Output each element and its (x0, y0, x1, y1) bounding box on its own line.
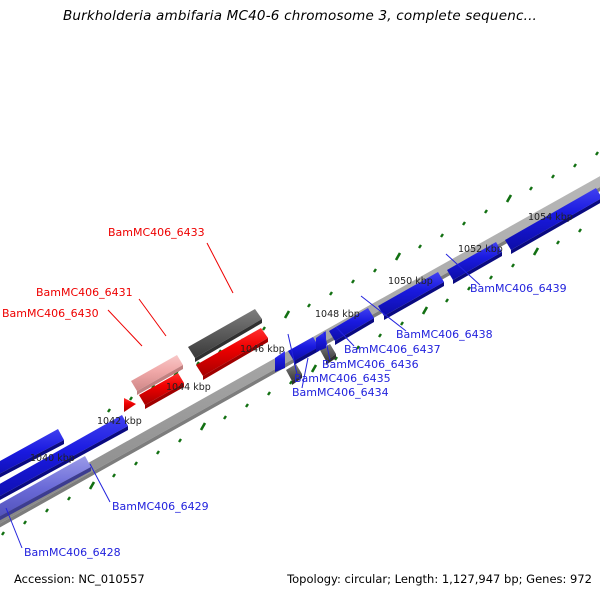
gene-6436[interactable] (288, 337, 319, 365)
scale-tick-label: 1044 kbp (166, 382, 211, 393)
gene-6440[interactable] (505, 188, 600, 254)
gene-label-6437[interactable]: BamMC406_6437 (344, 343, 441, 356)
gene-label-6436[interactable]: BamMC406_6436 (322, 358, 419, 371)
scale-tick-label: 1050 kbp (388, 276, 433, 287)
gene-6439[interactable] (378, 272, 444, 320)
scale-tick-label: 1042 kbp (97, 416, 142, 427)
gene-6438[interactable] (329, 308, 374, 345)
gene-label-6435[interactable]: BamMC406_6435 (294, 372, 391, 385)
gene-label-6428[interactable]: BamMC406_6428 (24, 546, 121, 559)
gene-6430-arrow[interactable] (124, 398, 136, 412)
gene-label-6431[interactable]: BamMC406_6431 (36, 286, 133, 299)
gc-skew-track-lower (1, 228, 582, 536)
gene-6428[interactable] (0, 456, 91, 531)
gene-6435-arrow[interactable] (275, 351, 285, 372)
status-bar: Accession: NC_010557 Topology: circular;… (0, 568, 600, 600)
scale-tick-label: 1052 kbp (458, 244, 503, 255)
gene-6431[interactable] (139, 373, 184, 409)
gene-6433[interactable] (196, 328, 268, 380)
scale-tick-label: 1040 kbp (30, 453, 75, 464)
label-leader-lines (5, 242, 481, 549)
genome-map-svg[interactable]: 1040 kbp 1042 kbp 1044 kbp 1046 kbp 1048… (0, 40, 600, 560)
gene-6432-pink[interactable] (131, 355, 183, 395)
gene-label-6439[interactable]: BamMC406_6439 (470, 282, 567, 295)
gene-6439b[interactable] (447, 242, 502, 284)
scale-tick-labels: 1040 kbp 1042 kbp 1044 kbp 1046 kbp 1048… (30, 212, 573, 464)
gene-labels[interactable]: BamMC406_6428 BamMC406_6429 BamMC406_643… (2, 226, 567, 559)
gene-6433b-gray[interactable] (188, 309, 262, 362)
gene-6429b[interactable] (0, 429, 64, 488)
scale-tick-label: 1048 kbp (315, 309, 360, 320)
gene-label-6430[interactable]: BamMC406_6430 (2, 307, 99, 320)
genome-map-canvas[interactable]: 1040 kbp 1042 kbp 1044 kbp 1046 kbp 1048… (0, 40, 600, 560)
gene-6434-graybox[interactable] (286, 364, 302, 385)
accession-text: Accession: NC_010557 (14, 572, 145, 586)
scale-tick-label: 1054 kbp (528, 212, 573, 223)
page-title: Burkholderia ambifaria MC40-6 chromosome… (62, 8, 538, 24)
gene-label-6429[interactable]: BamMC406_6429 (112, 500, 209, 513)
gene-6429[interactable] (0, 415, 128, 511)
gene-6437b-arrow[interactable] (316, 331, 326, 352)
topology-text: Topology: circular; Length: 1,127,947 bp… (287, 572, 592, 586)
gene-label-6433[interactable]: BamMC406_6433 (108, 226, 205, 239)
gene-label-6438[interactable]: BamMC406_6438 (396, 328, 493, 341)
gene-label-6434[interactable]: BamMC406_6434 (292, 386, 389, 399)
scale-tick-label: 1046 kbp (240, 344, 285, 355)
